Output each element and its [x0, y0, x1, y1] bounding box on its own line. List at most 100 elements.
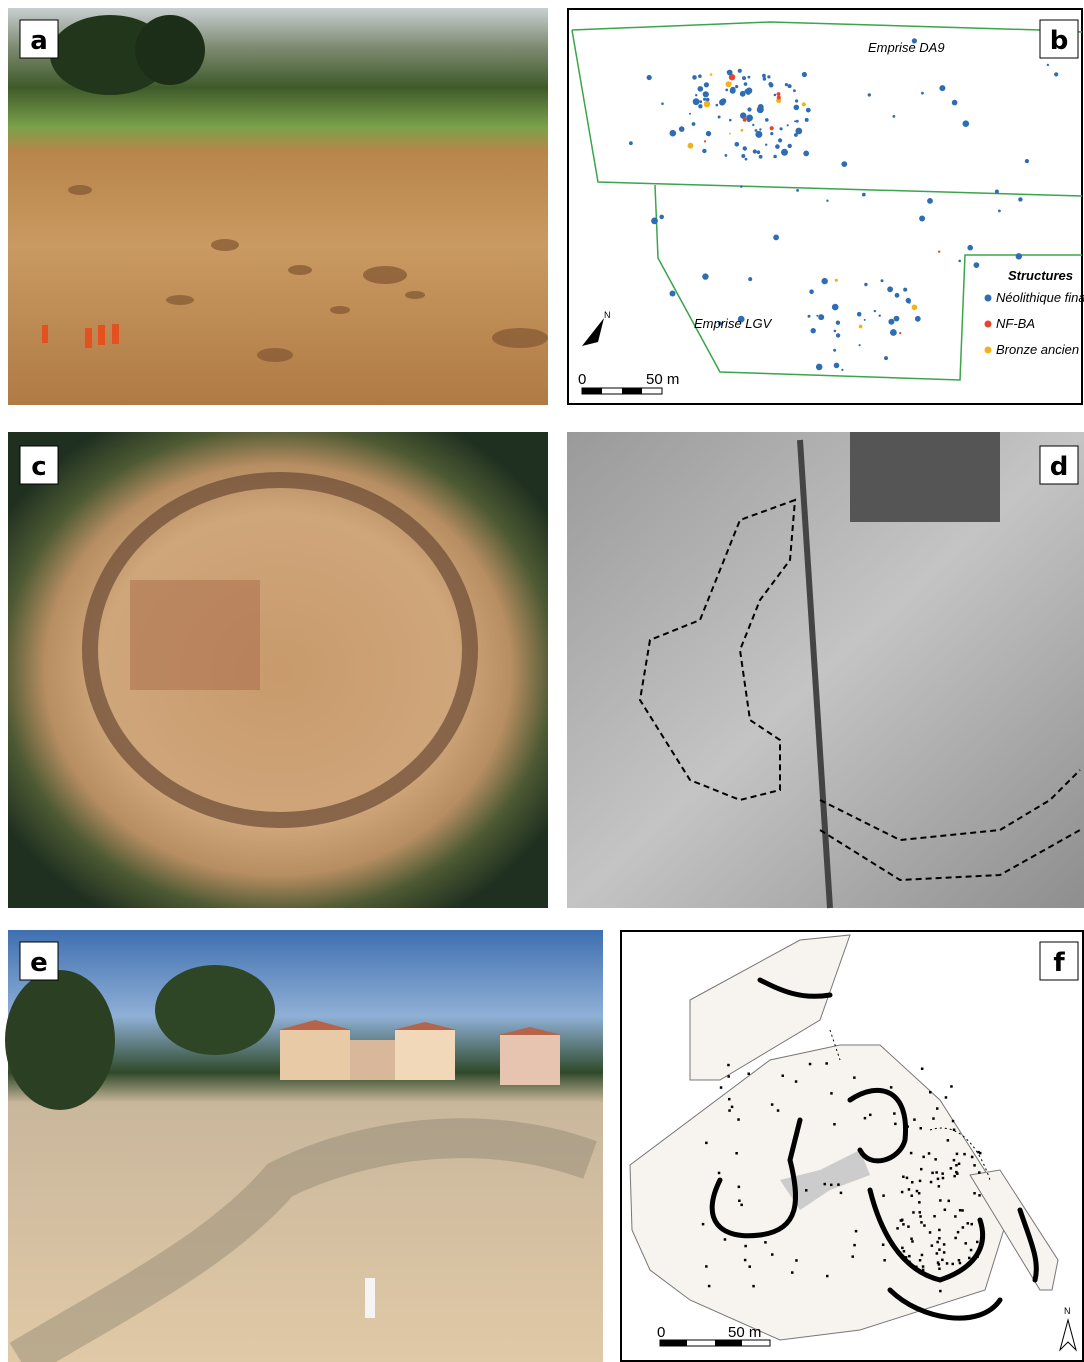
feature [900, 1219, 903, 1222]
structure [1025, 159, 1029, 163]
feature [962, 1226, 965, 1229]
structure [702, 273, 708, 279]
feature [864, 1117, 867, 1120]
structure [874, 310, 876, 312]
structure [741, 154, 745, 158]
north-label: N [1064, 1306, 1071, 1316]
feature [955, 1164, 958, 1167]
structure [995, 190, 999, 194]
feature [882, 1194, 885, 1197]
feature [919, 1215, 922, 1218]
structure [726, 81, 732, 87]
feature [941, 1172, 944, 1175]
feature [902, 1176, 905, 1179]
feature [869, 1114, 872, 1117]
feature [906, 1125, 909, 1128]
structure [832, 304, 839, 311]
structure [862, 193, 866, 197]
structure [998, 210, 1001, 213]
structure [774, 94, 777, 97]
feature [764, 1241, 767, 1244]
structure [704, 101, 711, 108]
structure [698, 74, 702, 78]
feature [920, 1168, 923, 1171]
structure [745, 158, 748, 161]
structure [974, 262, 980, 268]
scale-bar [582, 388, 662, 394]
structure [759, 155, 763, 159]
structure [729, 119, 732, 122]
structure [725, 154, 728, 157]
feature [933, 1215, 936, 1218]
feature [740, 1204, 743, 1207]
feature [967, 1222, 970, 1225]
structure [748, 76, 751, 79]
feature [738, 1200, 741, 1203]
feature [978, 1194, 981, 1197]
feature [916, 1190, 919, 1193]
structure [938, 251, 940, 253]
structure [746, 88, 752, 94]
structure [895, 293, 900, 298]
structure [903, 288, 907, 292]
feature [749, 1265, 752, 1268]
feature [956, 1172, 959, 1175]
structure [703, 91, 709, 97]
feature [973, 1192, 976, 1195]
feature [978, 1171, 981, 1174]
structure [704, 82, 709, 87]
feature [934, 1158, 937, 1161]
feature [938, 1248, 941, 1251]
structure [670, 130, 677, 137]
feature [958, 1163, 961, 1166]
structure [834, 330, 837, 333]
legend-label: NF-BA [996, 316, 1035, 331]
feature [893, 1112, 896, 1115]
structure [836, 321, 840, 325]
feature [971, 1156, 974, 1159]
structure [692, 75, 697, 80]
feature [957, 1231, 960, 1234]
structure [702, 149, 706, 153]
structure [762, 74, 766, 78]
feature [935, 1171, 938, 1174]
feature [919, 1259, 922, 1262]
feature [923, 1224, 926, 1227]
legend-title: Structures [1008, 268, 1073, 283]
structure [767, 75, 770, 78]
feature [944, 1209, 947, 1212]
houses [278, 1020, 562, 1085]
scale-label: 0 [578, 371, 586, 388]
feature [939, 1290, 942, 1293]
structure [651, 218, 658, 225]
structure [952, 100, 958, 106]
panel-letter: c [31, 452, 46, 482]
feature [947, 1139, 950, 1142]
structure [859, 325, 863, 329]
feature [883, 1259, 886, 1262]
feature [911, 1181, 914, 1184]
structure [755, 131, 762, 138]
panel-c [8, 432, 548, 908]
structure [915, 316, 921, 322]
structure [706, 98, 710, 102]
structure [679, 126, 685, 132]
feature [921, 1254, 924, 1257]
feature [961, 1209, 964, 1212]
feature [946, 1262, 949, 1265]
structure [718, 116, 721, 119]
feature [932, 1117, 935, 1120]
tree [135, 15, 205, 85]
feature [852, 1255, 855, 1258]
feature [910, 1238, 913, 1241]
structure [888, 319, 894, 325]
feature [705, 1142, 708, 1145]
feature [727, 1064, 730, 1067]
feature [938, 1185, 941, 1188]
scale-label: 50 m [646, 371, 679, 388]
structure [775, 144, 780, 149]
feature [907, 1225, 910, 1228]
feature [919, 1211, 922, 1214]
feature [937, 1261, 940, 1264]
panel-d [567, 432, 1084, 908]
